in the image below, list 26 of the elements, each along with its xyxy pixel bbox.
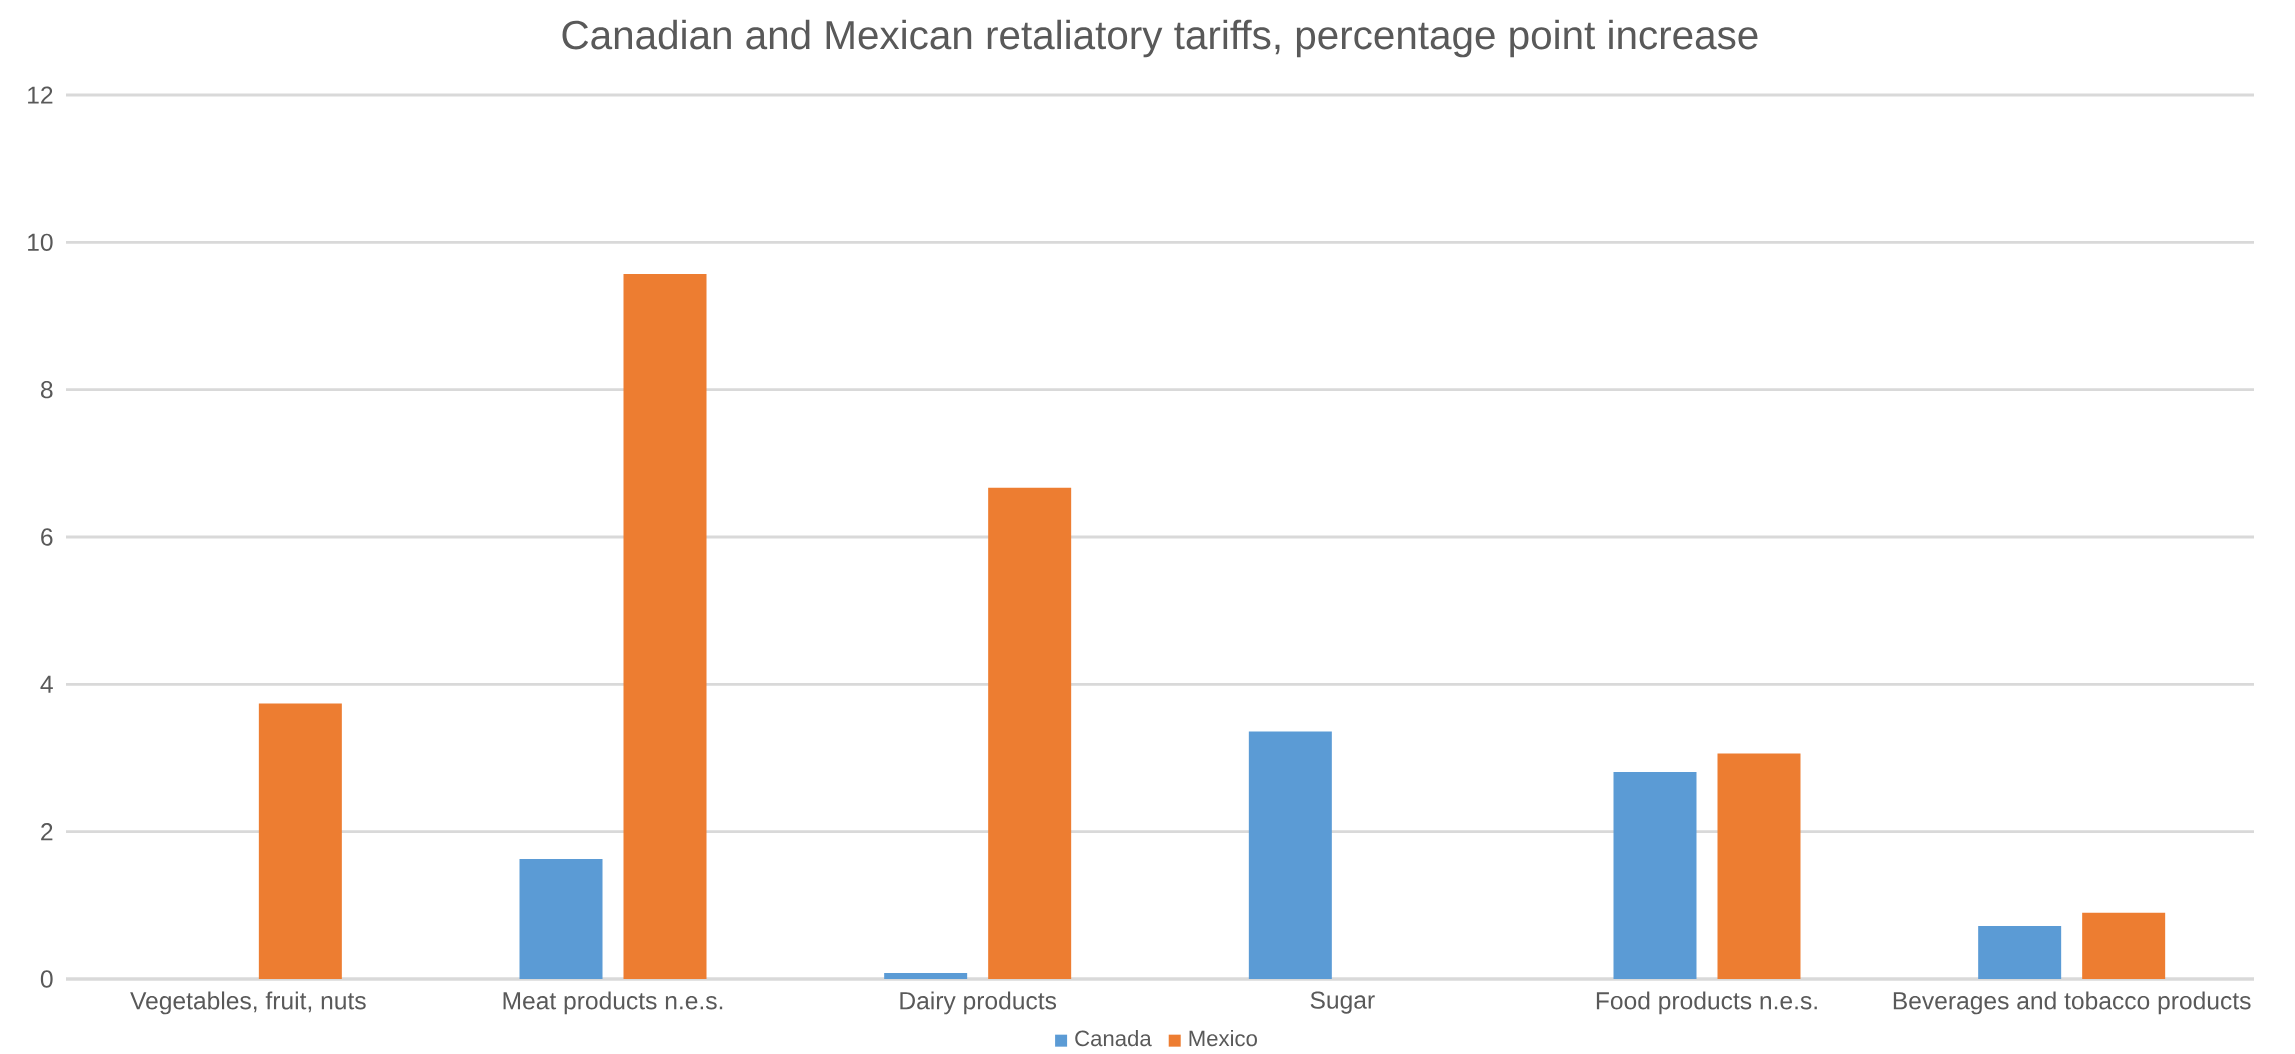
x-tick-label: Food products n.e.s. xyxy=(1596,991,1817,1015)
x-tick-label: Meat products n.e.s. xyxy=(503,991,723,1015)
x-tick-label: Sugar xyxy=(1310,991,1375,1014)
y-tick-label: 0 xyxy=(40,970,53,988)
bar xyxy=(884,973,968,979)
y-tick-label: 6 xyxy=(41,528,53,546)
y-tick-label: 8 xyxy=(40,380,53,399)
bar xyxy=(258,703,342,979)
bar xyxy=(623,273,707,979)
y-tick-label: 12 xyxy=(28,86,53,104)
y-tick-label: 4 xyxy=(40,675,53,693)
chart-title: Canadian and Mexican retaliatory tariffs, percentage point increase xyxy=(562,19,1758,58)
x-tick-label: Dairy products xyxy=(900,991,1057,1015)
bar xyxy=(519,858,603,979)
legend-label: Mexico xyxy=(1189,1030,1257,1047)
bar xyxy=(1248,731,1332,979)
bar xyxy=(1613,771,1697,979)
x-tick-label: Vegetables, fruit, nuts xyxy=(130,991,366,1015)
y-tick-label: 10 xyxy=(28,233,53,252)
bar xyxy=(1978,925,2062,979)
bar xyxy=(2082,912,2166,979)
y-tick-label: 2 xyxy=(41,823,53,841)
x-tick-label: Beverages and tobacco products xyxy=(1893,991,2251,1015)
bar xyxy=(988,487,1072,979)
legend-label: Canada xyxy=(1075,1030,1152,1047)
bar xyxy=(1717,753,1801,979)
